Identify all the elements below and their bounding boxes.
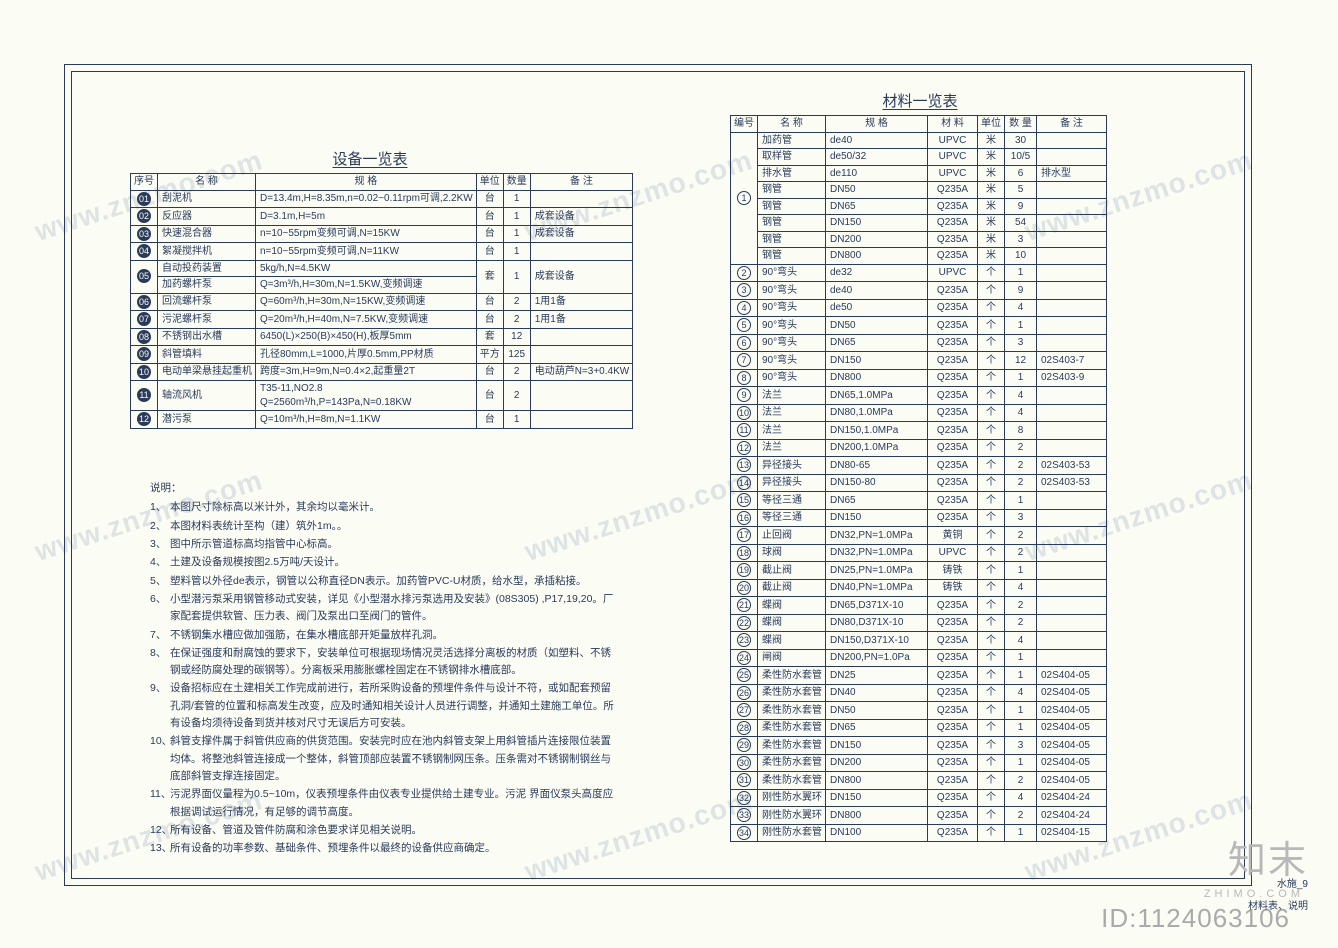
table-row: 钢管DN200Q235A米3 xyxy=(731,231,1107,248)
material-title: 材料一览表 xyxy=(730,90,1110,111)
note-item: 12、所有设备、管道及管件防腐和涂色要求详见相关说明。 xyxy=(150,822,620,839)
table-row: 490°弯头de50Q235A个4 xyxy=(731,299,1107,317)
table-row: 钢管DN800Q235A米10 xyxy=(731,248,1107,265)
table-row: 590°弯头DN50Q235A个1 xyxy=(731,317,1107,335)
table-row: 390°弯头de40Q235A个9 xyxy=(731,282,1107,300)
table-header: 序号 xyxy=(131,174,158,191)
table-row: 钢管DN65Q235A米9 xyxy=(731,198,1107,215)
equipment-section: 设备一览表 序号名 称规 格单位数量备 注01刮泥机D=13.4m,H=8.35… xyxy=(130,148,610,429)
table-row: 02反应器D=3.1m,H=5m台1成套设备 xyxy=(131,208,633,226)
table-row: 04絮凝搅拌机n=10~55rpm变频可调,N=11KW台1 xyxy=(131,243,633,261)
table-row: 690°弯头DN65Q235A个3 xyxy=(731,334,1107,352)
table-header: 数 量 xyxy=(1005,116,1037,133)
table-header: 规 格 xyxy=(826,116,928,133)
note-item: 2、本图材料表统计至构（建）筑外1m。。 xyxy=(150,518,620,535)
equipment-title: 设备一览表 xyxy=(130,148,610,169)
note-item: 3、图中所示管道标高均指管中心标高。 xyxy=(150,536,620,553)
table-row: 13异径接头DN80-65Q235A个202S403-53 xyxy=(731,457,1107,475)
table-row: 23蝶阀DN150,D371X-10Q235A个4 xyxy=(731,632,1107,650)
table-row: 03快速混合器n=10~55rpm变频可调,N=15KW台1成套设备 xyxy=(131,225,633,243)
table-row: 排水管de110UPVC米6排水型 xyxy=(731,165,1107,182)
table-row: 32刚性防水翼环DN150Q235A个402S404-24 xyxy=(731,789,1107,807)
table-row: 1加药管de40UPVC米30 xyxy=(731,132,1107,149)
table-row: 34刚性防水套管DN100Q235A个102S404-15 xyxy=(731,824,1107,842)
table-row: 31柔性防水套管DN800Q235A个202S404-05 xyxy=(731,772,1107,790)
table-row: 10电动单梁悬挂起重机跨度=3m,H=9m,N=0.4×2,起重量2T台2电动葫… xyxy=(131,363,633,381)
sheet-number: 水施_9 xyxy=(1277,875,1308,890)
table-row: 27柔性防水套管DN50Q235A个102S404-05 xyxy=(731,702,1107,720)
table-row: 890°弯头DN800Q235A个102S403-9 xyxy=(731,369,1107,387)
equipment-table: 序号名 称规 格单位数量备 注01刮泥机D=13.4m,H=8.35m,n=0.… xyxy=(130,173,633,429)
note-item: 13、所有设备的功率参数、基础条件、预埋条件以最终的设备供应商确定。 xyxy=(150,840,620,857)
table-row: 33刚性防水翼环DN800Q235A个202S404-24 xyxy=(731,807,1107,825)
table-header: 名 称 xyxy=(158,174,256,191)
table-row: 24闸阀DN200,PN=1.0PaQ235A个1 xyxy=(731,649,1107,667)
note-item: 6、小型潜污泵采用钢管移动式安装，详见《小型潜水排污泵选用及安装》(08S305… xyxy=(150,591,620,626)
table-row: 26柔性防水套管DN40Q235A个402S404-05 xyxy=(731,684,1107,702)
table-row: 钢管DN50Q235A米5 xyxy=(731,182,1107,199)
table-row: 取样管de50/32UPVC米10/5 xyxy=(731,149,1107,166)
table-row: 05自动投药装置5kg/h,N=4.5KW套1成套设备 xyxy=(131,260,633,277)
table-row: 12法兰DN200,1.0MPaQ235A个2 xyxy=(731,439,1107,457)
table-row: 290°弯头de32UPVC个1 xyxy=(731,264,1107,282)
note-item: 11、污泥界面仪量程为0.5~10m，仪表预埋条件由仪表专业提供给土建专业。污泥… xyxy=(150,786,620,821)
table-row: 06回流螺杆泵Q=60m³/h,H=30m,N=15KW,变频调速台21用1备 xyxy=(131,293,633,311)
table-row: 22蝶阀DN80,D371X-10Q235A个2 xyxy=(731,614,1107,632)
table-row: 29柔性防水套管DN150Q235A个302S404-05 xyxy=(731,737,1107,755)
table-header: 备 注 xyxy=(530,174,632,191)
table-row: 17止回阀DN32,PN=1.0MPa黄铜个2 xyxy=(731,527,1107,545)
table-header: 名 称 xyxy=(758,116,826,133)
table-header: 规 格 xyxy=(256,174,477,191)
sheet-name: 材料表、说明 xyxy=(1248,897,1308,912)
table-header: 单位 xyxy=(476,174,503,191)
table-row: 790°弯头DN150Q235A个1202S403-7 xyxy=(731,352,1107,370)
notes-label: 说明： xyxy=(150,480,620,497)
table-row: 28柔性防水套管DN65Q235A个102S404-05 xyxy=(731,719,1107,737)
table-row: 钢管DN150Q235A米54 xyxy=(731,215,1107,232)
note-item: 7、不锈钢集水槽应做加强筋，在集水槽底部开矩量放样孔洞。 xyxy=(150,627,620,644)
table-row: 09斜管填料孔径80mm,L=1000,片厚0.5mm,PP材质平方125 xyxy=(131,346,633,364)
table-row: 11法兰DN150,1.0MPaQ235A个8 xyxy=(731,422,1107,440)
note-item: 1、本图尺寸除标高以米计外，其余均以毫米计。 xyxy=(150,499,620,516)
table-header: 材 料 xyxy=(928,116,978,133)
material-section: 材料一览表 编号名 称规 格材 料单位数 量备 注1加药管de40UPVC米30… xyxy=(730,90,1110,842)
table-row: 12潜污泵Q=10m³/h,H=8m,N=1.1KW台1 xyxy=(131,411,633,429)
material-table: 编号名 称规 格材 料单位数 量备 注1加药管de40UPVC米30取样管de5… xyxy=(730,115,1107,842)
table-row: 07污泥螺杆泵Q=20m³/h,H=40m,N=7.5KW,变频调速台21用1备 xyxy=(131,311,633,329)
table-row: 08不锈钢出水槽6450(L)×250(B)×450(H),板厚5mm套12 xyxy=(131,328,633,346)
table-row: 9法兰DN65,1.0MPaQ235A个4 xyxy=(731,387,1107,405)
table-row: 19截止阀DN25,PN=1.0MPa铸铁个1 xyxy=(731,562,1107,580)
table-row: 16等径三通DN150Q235A个3 xyxy=(731,509,1107,527)
note-item: 5、塑料管以外径de表示，钢管以公称直径DN表示。加药管PVC-U材质，给水型，… xyxy=(150,573,620,590)
table-header: 备 注 xyxy=(1037,116,1107,133)
table-row: 01刮泥机D=13.4m,H=8.35m,n=0.02~0.11rpm可调,2.… xyxy=(131,190,633,208)
table-row: 18球阀DN32,PN=1.0MPaUPVC个2 xyxy=(731,544,1107,562)
drawing-sheet: www.znzmo.com www.znzmo.com www.znzmo.co… xyxy=(0,0,1338,948)
table-row: 20截止阀DN40,PN=1.0MPa铸铁个4 xyxy=(731,579,1107,597)
note-item: 9、设备招标应在土建相关工作完成前进行，若所采购设备的预埋件条件与设计不符，或如… xyxy=(150,680,620,732)
notes-list: 1、本图尺寸除标高以米计外，其余均以毫米计。 2、本图材料表统计至构（建）筑外1m… xyxy=(150,499,620,857)
note-item: 8、在保证强度和耐腐蚀的要求下，安装单位可根据现场情况灵活选择分离板的材质（如塑… xyxy=(150,645,620,680)
note-item: 10、斜管支撑件属于斜管供应商的供货范围。安装完时应在池内斜管支架上用斜管插片连… xyxy=(150,733,620,785)
table-row: 10法兰DN80,1.0MPaQ235A个4 xyxy=(731,404,1107,422)
table-row: 15等径三通DN65Q235A个1 xyxy=(731,492,1107,510)
note-item: 4、土建及设备规模按图2.5万吨/天设计。 xyxy=(150,554,620,571)
table-header: 编号 xyxy=(731,116,758,133)
notes-section: 说明： 1、本图尺寸除标高以米计外，其余均以毫米计。 2、本图材料表统计至构（建）… xyxy=(150,480,620,859)
table-row: 25柔性防水套管DN25Q235A个102S404-05 xyxy=(731,667,1107,685)
table-header: 数量 xyxy=(503,174,530,191)
table-row: 14异径接头DN150-80Q235A个202S403-53 xyxy=(731,474,1107,492)
table-row: 30柔性防水套管DN200Q235A个102S404-05 xyxy=(731,754,1107,772)
table-row: 11轴流风机T35-11,NO2.8 Q=2560m³/h,P=143Pa,N=… xyxy=(131,381,633,411)
table-header: 单位 xyxy=(978,116,1005,133)
table-row: 21蝶阀DN65,D371X-10Q235A个2 xyxy=(731,597,1107,615)
